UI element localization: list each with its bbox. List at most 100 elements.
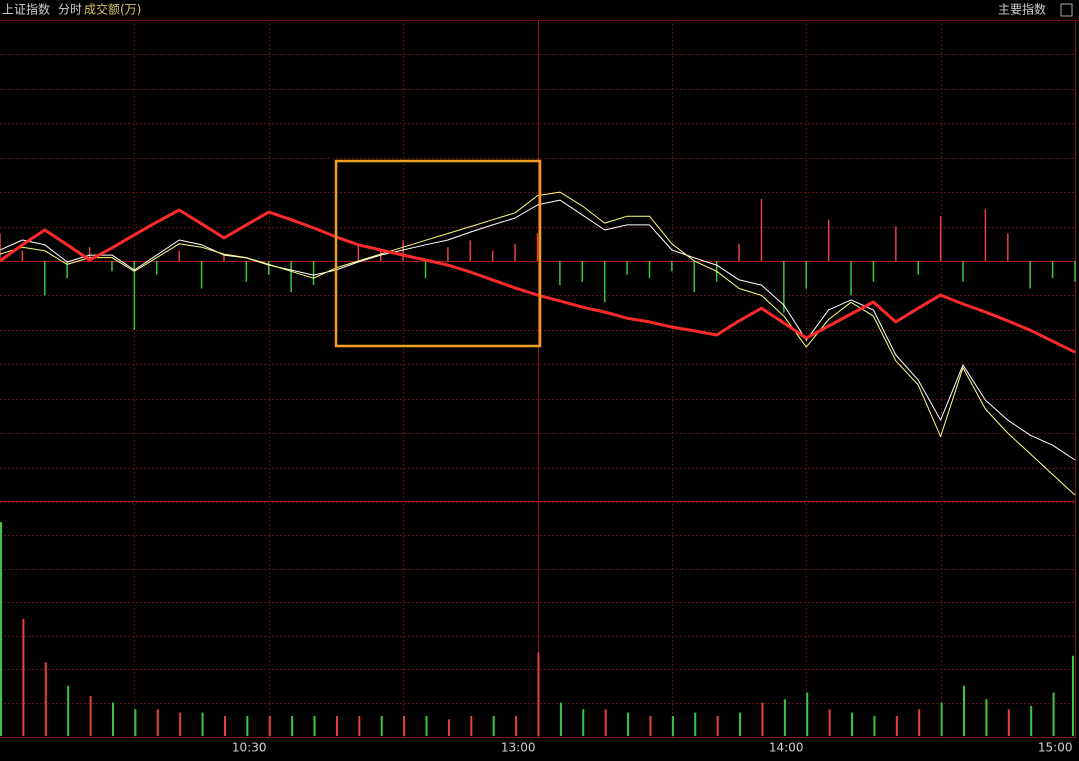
- highlight-box: [334, 159, 542, 348]
- diff-bar: [357, 243, 360, 261]
- x-tick-label: 14:00: [769, 741, 804, 755]
- diff-bar: [939, 216, 942, 261]
- volume-bar: [559, 702, 562, 736]
- volume-bar: [492, 715, 495, 736]
- volume-bar: [851, 712, 854, 736]
- volume-bar: [649, 715, 652, 736]
- diff-bar: [245, 261, 248, 282]
- diff-bar: [760, 199, 763, 261]
- price-line: [0, 208, 1076, 354]
- volume-bar: [761, 702, 764, 736]
- volume-bar: [44, 662, 47, 736]
- diff-bar: [88, 247, 91, 261]
- volume-bar: [67, 685, 70, 736]
- volume-bar: [537, 652, 540, 736]
- volume-bar: [425, 715, 428, 736]
- volume-bar: [179, 712, 182, 736]
- volume-bar: [380, 715, 383, 736]
- volume-bar: [313, 715, 316, 736]
- volume-bar: [1007, 709, 1010, 736]
- diff-bar: [827, 219, 830, 261]
- diff-bar: [581, 261, 584, 282]
- volume-bar: [828, 709, 831, 736]
- diff-bar: [424, 261, 427, 279]
- diff-bar: [514, 243, 516, 261]
- diff-bar: [469, 240, 472, 261]
- volume-bar: [873, 715, 876, 736]
- diff-bar: [491, 250, 494, 261]
- price-line: [0, 199, 1076, 461]
- diff-bar: [178, 250, 180, 261]
- volume-bar: [895, 715, 898, 736]
- indicator: 成交额(万): [84, 2, 141, 17]
- x-tick-label: 15:00: [1038, 741, 1073, 755]
- volume-bar: [470, 715, 473, 736]
- volume-bar: [515, 715, 518, 736]
- volume-bar: [403, 715, 406, 736]
- diff-bar: [290, 261, 292, 292]
- diff-bar: [156, 261, 158, 275]
- volume-bar: [806, 692, 809, 736]
- volume-bar: [223, 715, 226, 736]
- main-index[interactable]: 主要指数: [998, 2, 1046, 17]
- diff-bar: [536, 233, 539, 261]
- volume-bar: [1052, 692, 1055, 736]
- volume-bar: [111, 702, 114, 736]
- volume-bar: [358, 715, 361, 736]
- volume-bar: [134, 709, 137, 736]
- index-name: 上证指数: [2, 2, 50, 17]
- diff-bar: [671, 261, 673, 272]
- diff-bar: [447, 247, 449, 261]
- volume-bar: [627, 712, 630, 736]
- diff-bar: [200, 261, 203, 289]
- diff-bar: [1007, 233, 1009, 261]
- volume-bar: [447, 719, 450, 736]
- diff-bar: [805, 261, 807, 289]
- volume-bar: [246, 715, 249, 736]
- diff-bar: [402, 240, 404, 261]
- volume-bar: [783, 699, 786, 736]
- volume-bar: [963, 685, 966, 736]
- diff-bar: [0, 233, 1, 261]
- volume-bar: [156, 709, 159, 736]
- volume-bar: [582, 709, 585, 736]
- diff-bar: [133, 261, 136, 330]
- window-icon[interactable]: [1060, 3, 1073, 17]
- diff-bar: [312, 261, 315, 286]
- diff-bar: [872, 261, 875, 282]
- volume-bar: [694, 712, 697, 736]
- diff-bar: [66, 261, 68, 279]
- diff-bar: [648, 261, 651, 279]
- volume-bar: [985, 699, 988, 736]
- diff-bar: [1051, 261, 1054, 279]
- x-tick-label: 10:30: [232, 741, 267, 755]
- volume-bar: [201, 712, 204, 736]
- diff-bar: [738, 243, 740, 261]
- diff-bar: [693, 261, 696, 292]
- volume-bar: [604, 709, 607, 736]
- volume-bar: [1030, 705, 1033, 736]
- volume-bar: [268, 715, 271, 736]
- mode: 分时: [58, 3, 82, 17]
- volume-bar: [739, 712, 742, 736]
- volume-bar: [918, 709, 921, 736]
- diff-bar: [783, 261, 785, 313]
- volume-bar: [716, 715, 719, 736]
- diff-bar: [895, 226, 897, 261]
- diff-bar: [379, 250, 382, 261]
- diff-bar: [111, 261, 113, 272]
- diff-bar: [1029, 261, 1031, 289]
- diff-bar: [21, 250, 24, 261]
- volume-bar: [671, 715, 674, 736]
- diff-bar: [559, 261, 561, 286]
- volume-bar: [335, 715, 338, 736]
- diff-bar: [962, 261, 964, 282]
- volume-bar: [291, 715, 294, 736]
- volume-bar: [22, 619, 25, 736]
- diff-bar: [223, 254, 225, 261]
- volume-bar: [89, 695, 92, 736]
- diff-bar: [850, 261, 852, 296]
- volume-bar: [0, 522, 2, 736]
